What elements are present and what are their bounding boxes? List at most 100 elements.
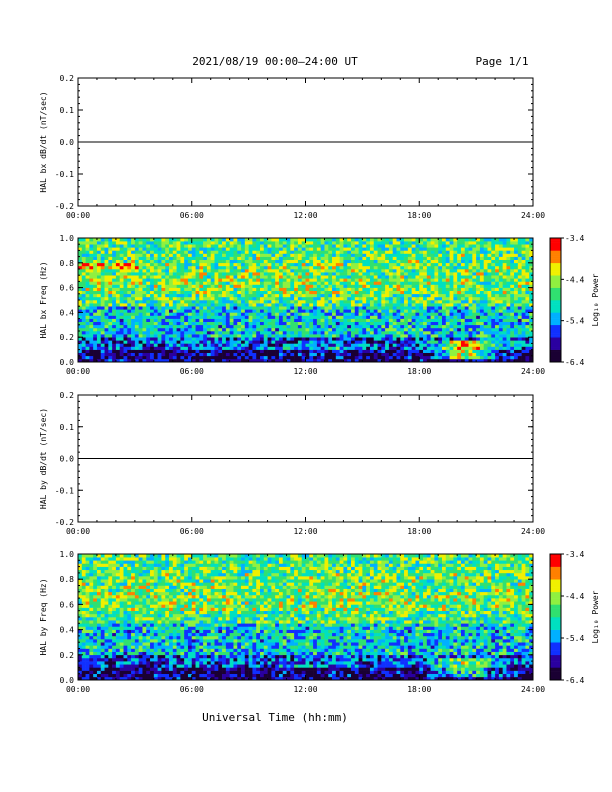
spectrogram-cell <box>89 300 94 304</box>
spectrogram-cell <box>131 358 136 363</box>
spectrogram-cell <box>343 337 348 341</box>
spectrogram-cell <box>415 269 420 273</box>
spectrogram-cell <box>381 358 386 363</box>
spectrogram-cell <box>191 244 196 248</box>
spectrogram-cell <box>119 355 124 360</box>
spectrogram-cell <box>407 247 412 251</box>
spectrogram-cell <box>411 265 416 270</box>
spectrogram-cell <box>320 241 325 245</box>
spectrogram-cell <box>203 334 208 338</box>
spectrogram-cell <box>411 253 416 257</box>
spectrogram-cell <box>210 293 215 298</box>
spectrogram-cell <box>195 352 200 357</box>
spectrogram-cell <box>282 250 287 254</box>
spectrogram-cell <box>112 247 117 251</box>
spectrogram-cell <box>491 309 496 313</box>
spectrogram-cell <box>112 331 117 335</box>
spectrogram-cell <box>165 337 170 341</box>
spectrogram-cell <box>275 259 280 264</box>
spectrogram-cell <box>244 265 249 270</box>
spectrogram-cell <box>206 343 212 347</box>
spectrogram-cell <box>362 290 367 295</box>
spectrogram-cell <box>373 256 378 260</box>
spectrogram-cell <box>335 244 340 248</box>
spectrogram-cell <box>241 287 246 291</box>
spectrogram-cell <box>385 259 390 264</box>
spectrogram-cell <box>225 309 230 313</box>
spectrogram-cell <box>385 247 390 251</box>
spectrogram-cell <box>385 269 390 273</box>
spectrogram-cell <box>396 309 401 313</box>
spectrogram-cell <box>275 321 280 326</box>
spectrogram-cell <box>127 355 132 360</box>
spectrogram-cell <box>108 293 113 298</box>
spectrogram-cell <box>320 303 325 307</box>
spectrogram-cell <box>347 349 352 353</box>
spectrogram-cell <box>218 321 223 326</box>
spectrogram-cell <box>453 259 458 264</box>
spectrogram-cell <box>525 327 530 332</box>
spectrogram-cell <box>93 296 98 301</box>
spectrogram-cell <box>309 300 314 304</box>
spectrogram-cell <box>400 272 405 276</box>
spectrogram-cell <box>366 321 371 326</box>
spectrogram-cell <box>237 303 242 307</box>
spectrogram-cell <box>373 358 378 363</box>
spectrogram-cell <box>525 259 530 264</box>
spectrogram-cell <box>301 256 306 260</box>
spectrogram-cell <box>260 315 265 319</box>
spectrogram-cell <box>332 250 337 254</box>
spectrogram-cell <box>411 349 416 353</box>
spectrogram-cell <box>119 241 124 245</box>
spectrogram-cell <box>373 265 378 270</box>
spectrogram-cell <box>400 327 405 332</box>
spectrogram-cell <box>506 293 511 298</box>
spectrogram-cell <box>468 281 473 285</box>
spectrogram-cell <box>328 238 333 242</box>
spectrogram-cell <box>305 343 310 347</box>
spectrogram-cell <box>248 281 253 285</box>
spectrogram-cell <box>495 327 500 332</box>
spectrogram-cell <box>294 284 299 288</box>
spectrogram-cell <box>100 278 105 282</box>
spectrogram-cell <box>316 247 321 251</box>
spectrogram-cell <box>301 306 306 310</box>
spectrogram-cell <box>275 253 280 257</box>
spectrogram-cell <box>411 250 416 254</box>
spectrogram-cell <box>320 275 325 279</box>
spectrogram-cell <box>237 284 242 288</box>
spectrogram-cell <box>502 343 507 347</box>
spectrogram-cell <box>514 293 519 298</box>
spectrogram-cell <box>517 352 522 357</box>
spectrogram-cell <box>78 241 83 245</box>
spectrogram-cell <box>491 312 496 316</box>
spectrogram-cell <box>351 343 356 347</box>
spectrogram-cell <box>426 315 431 319</box>
spectrogram-cell <box>529 334 534 338</box>
spectrogram-cell <box>487 358 492 363</box>
spectrogram-cell <box>241 250 246 254</box>
spectrogram-cell <box>233 355 238 360</box>
spectrogram-cell <box>366 315 371 319</box>
spectrogram-cell <box>529 253 534 257</box>
spectrogram-cell <box>108 296 113 301</box>
spectrogram-cell <box>282 238 287 242</box>
spectrogram-cell <box>381 355 386 360</box>
spectrogram-cell <box>468 315 473 319</box>
spectrogram-cell <box>514 315 519 319</box>
spectrogram-cell <box>362 355 367 360</box>
spectrogram-cell <box>210 256 215 260</box>
spectrogram-cell <box>506 253 511 257</box>
spectrogram-cell <box>233 256 238 260</box>
spectrogram-cell <box>313 312 318 316</box>
spectrogram-cell <box>146 250 151 254</box>
spectrogram-cell <box>476 265 481 270</box>
spectrogram-cell <box>100 247 105 251</box>
spectrogram-cell <box>142 256 147 260</box>
spectrogram-cell <box>297 281 303 285</box>
spectrogram-cell <box>514 300 519 304</box>
spectrogram-cell <box>131 321 136 326</box>
spectrogram-cell <box>180 349 185 353</box>
spectrogram-cell <box>241 284 246 288</box>
spectrogram-cell <box>498 340 503 344</box>
